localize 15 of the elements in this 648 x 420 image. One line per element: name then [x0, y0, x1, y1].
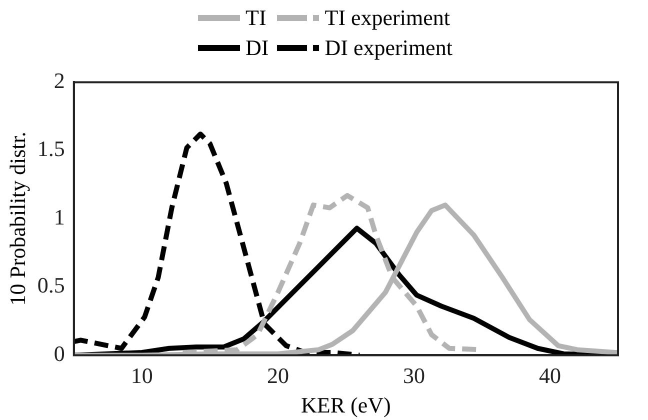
x-tick-label: 20: [266, 363, 289, 388]
legend-label: DI experiment: [324, 34, 452, 62]
y-tick-label: 1: [54, 204, 65, 230]
x-axis-title: KER (eV): [301, 392, 391, 418]
y-tick-label: 2: [54, 68, 65, 93]
y-tick-label: 0: [54, 340, 65, 366]
x-tick-label: 30: [402, 363, 425, 388]
y-axis-title: 10 Probability distr.: [4, 132, 30, 306]
legend-label: TI experiment: [324, 4, 450, 32]
y-tick-label: 0.5: [37, 272, 65, 298]
legend-label: TI: [246, 4, 266, 32]
x-tick-label: 10: [130, 363, 153, 388]
x-tick-label: 40: [538, 363, 561, 388]
legend-label: DI: [246, 34, 269, 62]
y-tick-label: 1.5: [37, 136, 65, 162]
